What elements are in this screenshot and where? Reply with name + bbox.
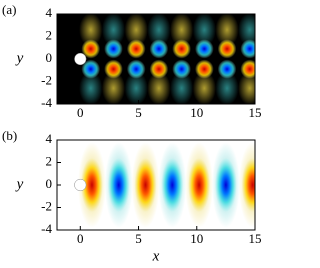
contour-blob <box>192 14 216 47</box>
contour-blob <box>238 14 255 47</box>
y-tick-label: -2 <box>41 198 52 213</box>
contour-blob <box>149 59 169 79</box>
x-tick-label: 0 <box>77 105 84 120</box>
y-tick-label: -4 <box>41 95 52 110</box>
contour-blob <box>147 14 171 47</box>
contour-blob <box>172 39 191 59</box>
contour-blob <box>215 71 239 104</box>
contour-blob <box>79 14 103 47</box>
contour-blob <box>104 39 123 59</box>
y-tick-label: -2 <box>41 72 52 87</box>
contour-blob <box>188 158 211 212</box>
y-tick-label: 4 <box>46 5 53 20</box>
contour-blob <box>195 39 214 59</box>
plot-area <box>57 140 255 230</box>
panel-label: (a) <box>2 2 16 17</box>
contour-blob <box>169 14 194 47</box>
contour-blob <box>80 158 104 212</box>
contour-blob <box>81 59 101 79</box>
contour-blob <box>104 59 123 79</box>
contour-blob <box>107 158 130 212</box>
contour-blob <box>214 158 237 212</box>
x-tick-label: 5 <box>135 105 142 120</box>
x-tick-label: 10 <box>190 105 203 120</box>
cylinder <box>74 178 87 192</box>
contour-blob <box>149 39 169 59</box>
x-tick-label: 5 <box>135 231 142 246</box>
y-tick-label: 0 <box>46 176 53 191</box>
plot-area <box>57 14 255 104</box>
figure: 0 5 10 15 -4 -2 0 2 4 (a) y 0 5 10 15 -4 -2 0 2 4 (b) y x <box>2 2 262 264</box>
contour-blob <box>124 71 148 104</box>
contour-blob <box>172 59 191 79</box>
contour-blob <box>81 39 101 59</box>
y-tick-label: -4 <box>41 221 52 236</box>
x-axis-label: x <box>152 248 160 264</box>
contour-blob <box>101 71 126 104</box>
contour-blob <box>79 71 103 104</box>
contour-blob <box>124 14 148 47</box>
panel-label: (b) <box>2 128 17 143</box>
y-axis-label: y <box>15 176 24 192</box>
contour-blob <box>240 59 255 79</box>
x-tick-label: 0 <box>77 231 84 246</box>
cylinder <box>74 52 87 66</box>
contour-blob <box>161 158 184 212</box>
contour-blob <box>195 59 214 79</box>
contour-blob <box>169 71 194 104</box>
contour-blob <box>134 158 157 212</box>
x-tick-label: 15 <box>249 231 262 246</box>
contour-blob <box>241 158 255 212</box>
y-tick-label: 0 <box>46 50 53 65</box>
contour-blob <box>217 59 237 79</box>
contour-blob <box>238 71 255 104</box>
x-tick-label: 15 <box>249 105 262 120</box>
contour-blob <box>126 39 146 59</box>
contour-blob <box>192 71 216 104</box>
contour-blob <box>126 59 146 79</box>
contour-blob <box>101 14 126 47</box>
y-tick-label: 4 <box>46 131 53 146</box>
y-axis-label: y <box>15 50 24 66</box>
x-tick-label: 10 <box>190 231 203 246</box>
y-tick-label: 2 <box>46 27 53 42</box>
contour-blob <box>147 71 171 104</box>
contour-blob <box>215 14 239 47</box>
contour-blob <box>240 39 255 59</box>
contour-blob <box>217 39 237 59</box>
y-tick-label: 2 <box>46 153 53 168</box>
